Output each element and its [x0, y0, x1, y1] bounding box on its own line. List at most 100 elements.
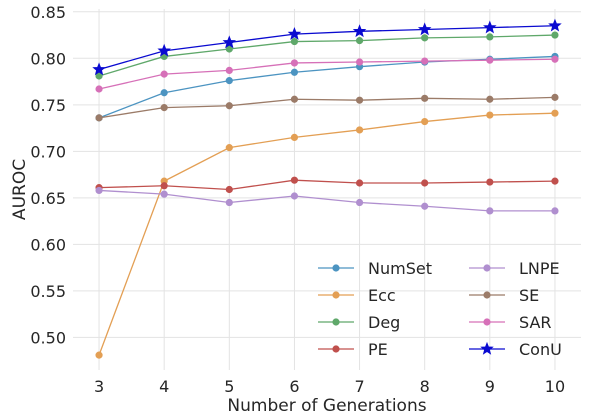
x-axis-title: Number of Generations — [227, 396, 426, 414]
data-point — [290, 95, 299, 103]
data-point — [352, 24, 367, 38]
legend-label: Deg — [368, 313, 400, 332]
legend-marker — [332, 318, 340, 326]
x-tick-label: 7 — [354, 377, 364, 396]
data-point — [486, 178, 494, 186]
data-point — [95, 186, 103, 195]
plot-area — [73, 9, 581, 370]
y-tick-label: 0.85 — [30, 3, 66, 22]
data-point — [95, 351, 103, 359]
legend-marker — [332, 345, 340, 353]
data-point — [417, 22, 432, 36]
legend-item: SE — [469, 286, 539, 305]
y-tick-label: 0.80 — [30, 49, 66, 68]
data-point — [355, 179, 364, 187]
legend-item: NumSet — [318, 259, 432, 278]
legend-item: ConU — [469, 340, 562, 359]
series-lnpe — [95, 186, 559, 215]
data-point — [486, 95, 494, 103]
y-tick-label: 0.60 — [30, 235, 66, 254]
legend-label: ConU — [519, 340, 562, 359]
data-point — [287, 27, 302, 40]
data-point — [551, 93, 559, 101]
data-point — [225, 185, 233, 194]
data-point — [421, 94, 429, 102]
data-point — [290, 192, 299, 200]
legend-item: Ecc — [318, 286, 396, 305]
data-point — [160, 182, 168, 190]
legend-marker — [332, 264, 340, 272]
y-tick-label: 0.75 — [30, 96, 66, 115]
legend-label: PE — [368, 340, 388, 359]
series-sar — [95, 55, 559, 93]
x-tick-label: 10 — [545, 377, 565, 396]
data-point — [222, 35, 237, 49]
data-point — [551, 109, 559, 117]
data-point — [225, 66, 233, 75]
data-point — [421, 117, 429, 126]
series-line — [98, 58, 555, 90]
data-point — [290, 176, 299, 184]
legend-label: LNPE — [519, 259, 560, 278]
legend-marker — [483, 318, 491, 326]
data-point — [95, 114, 103, 122]
data-point — [486, 111, 494, 119]
x-tick-label: 9 — [485, 377, 495, 396]
data-point — [160, 104, 168, 112]
data-point — [225, 144, 233, 152]
data-point — [290, 37, 299, 46]
legend-marker — [483, 264, 491, 272]
data-point — [486, 207, 494, 215]
data-point — [290, 59, 299, 67]
data-point — [95, 72, 103, 80]
data-point — [548, 18, 562, 32]
series-se — [95, 93, 559, 122]
series-line — [98, 112, 555, 356]
data-point — [92, 62, 106, 76]
legend-marker — [480, 341, 494, 355]
legend-marker — [332, 291, 340, 299]
series-line — [99, 189, 555, 212]
y-tick-label: 0.70 — [30, 142, 66, 161]
legend-label: Ecc — [368, 286, 396, 305]
legend-marker — [483, 291, 491, 299]
data-point — [95, 85, 103, 93]
data-point — [160, 190, 168, 198]
data-point — [225, 77, 233, 85]
data-point — [225, 45, 233, 53]
data-point — [355, 96, 364, 104]
series-ecc — [95, 109, 559, 359]
data-point — [551, 207, 559, 215]
x-tick-label: 3 — [94, 377, 104, 396]
data-point — [160, 89, 168, 97]
y-tick-label: 0.65 — [30, 189, 66, 208]
series-conu — [92, 18, 562, 76]
data-point — [160, 70, 168, 78]
data-point — [290, 68, 299, 76]
data-point — [483, 20, 497, 34]
y-tick-label: 0.50 — [30, 328, 66, 347]
series-line — [98, 25, 555, 71]
legend-label: SE — [519, 286, 539, 305]
data-point — [355, 58, 364, 66]
x-tick-label: 4 — [159, 377, 169, 396]
x-tick-label: 6 — [289, 377, 299, 396]
data-point — [290, 133, 299, 141]
data-point — [486, 56, 494, 64]
data-point — [421, 179, 429, 187]
y-axis-title: AUROC — [10, 159, 30, 220]
data-point — [355, 198, 364, 207]
legend-item: LNPE — [469, 259, 560, 278]
data-point — [486, 33, 494, 41]
series-line — [99, 179, 555, 191]
x-tick-label: 5 — [224, 377, 234, 396]
data-point — [551, 31, 559, 39]
data-point — [225, 198, 233, 207]
legend-label: NumSet — [368, 259, 432, 278]
data-point — [225, 102, 233, 110]
series-line — [98, 34, 555, 77]
data-point — [551, 55, 559, 63]
series-line — [98, 96, 555, 119]
